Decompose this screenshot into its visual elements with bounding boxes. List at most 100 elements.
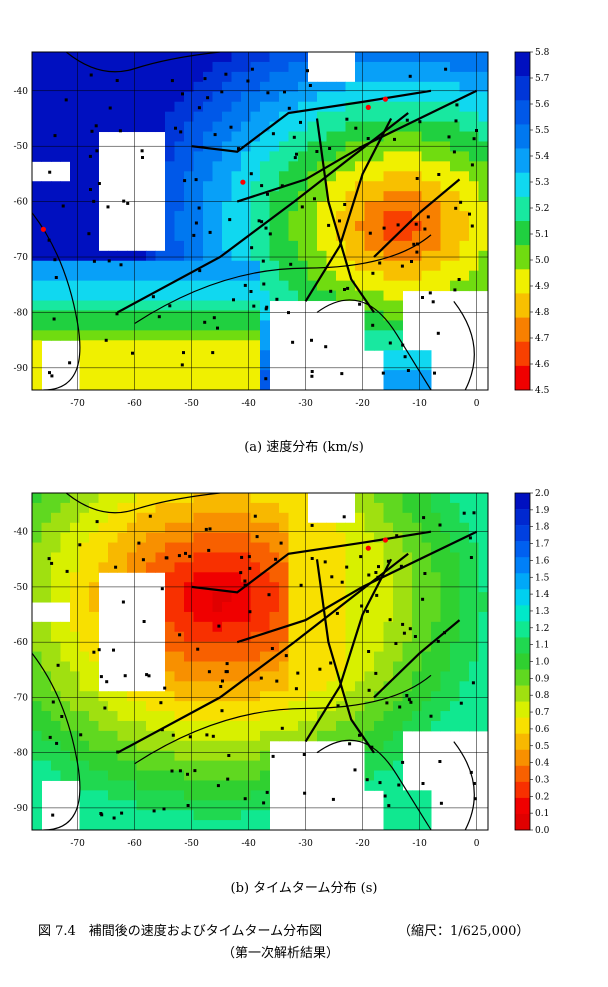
colorbar-swatch (515, 621, 530, 638)
station-point (121, 600, 125, 604)
station-point (54, 276, 58, 279)
colorbar-swatch (515, 637, 530, 654)
station-point (261, 259, 265, 263)
station-point (358, 733, 361, 737)
colorbar-tick-label: 0.6 (535, 725, 550, 735)
x-tick-label: -20 (355, 839, 370, 849)
station-point (385, 701, 389, 705)
station-point (243, 797, 247, 801)
colorbar-swatch (515, 669, 530, 686)
plot-area-b (32, 493, 488, 830)
colorbar-tick-label: 0.2 (535, 792, 549, 802)
station-point (115, 79, 119, 82)
station-point (338, 219, 341, 223)
station-point (160, 587, 164, 591)
y-tick-label: -90 (14, 804, 29, 814)
station-point (225, 662, 229, 666)
station-point (416, 242, 419, 246)
station-point (453, 288, 457, 292)
station-point (327, 223, 331, 227)
station-point (323, 560, 327, 564)
station-point (183, 179, 187, 183)
station-point (141, 156, 144, 159)
station-point (239, 571, 243, 575)
colorbar-swatch (515, 765, 530, 783)
station-point (250, 67, 254, 71)
station-point (180, 363, 184, 367)
station-point (197, 106, 201, 110)
station-point (104, 338, 108, 342)
plot-area-a (32, 52, 488, 390)
station-point (345, 117, 349, 121)
station-point (162, 807, 166, 811)
station-point (221, 679, 224, 683)
station-point (88, 154, 92, 158)
station-point (247, 555, 251, 559)
station-point (151, 295, 155, 299)
station-point (397, 783, 401, 787)
station-point (147, 674, 151, 678)
station-point (264, 307, 268, 311)
plot-frame (31, 492, 489, 831)
station-point (415, 250, 419, 254)
station-point (126, 201, 130, 205)
colorbar-tick-label: 5.6 (535, 100, 550, 110)
station-point (207, 548, 211, 552)
map-layer (32, 52, 488, 390)
station-point (193, 769, 197, 773)
station-point (346, 286, 350, 290)
station-point (211, 351, 215, 355)
station-point (410, 260, 413, 263)
station-point (280, 184, 284, 188)
colorbar-swatch (515, 293, 530, 318)
station-point (413, 635, 417, 638)
caption-b: (b) タイムターム分布 (s) (230, 881, 378, 896)
station-point (142, 620, 146, 623)
figure-caption-scale: （縮尺：1/625,000） (398, 924, 530, 939)
colorbar-tick-label: 0.0 (535, 826, 550, 836)
caption-a: (a) 速度分布 (km/s) (244, 440, 364, 455)
station-point (87, 232, 91, 236)
station-point (243, 283, 247, 287)
station-point (232, 298, 235, 302)
station-point (396, 223, 400, 227)
station-point (112, 648, 115, 652)
station-point (340, 372, 344, 376)
station-point (217, 624, 221, 628)
station-point (103, 706, 107, 710)
colorbar-tick-label: 1.9 (535, 506, 550, 516)
station-point (60, 715, 64, 718)
station-point (429, 714, 433, 718)
colorbar-swatch (515, 52, 530, 77)
station-point (279, 541, 283, 545)
colorbar-swatch (515, 749, 530, 767)
station-point (203, 77, 207, 81)
station-point (365, 609, 369, 613)
station-point (374, 671, 378, 675)
station-point (472, 782, 476, 785)
station-point (204, 527, 208, 531)
colorbar-swatch (515, 148, 530, 174)
station-point (324, 345, 328, 349)
station-point (264, 377, 268, 381)
station-point (381, 371, 385, 375)
station-point (141, 558, 145, 562)
colorbar-swatch (515, 733, 530, 751)
colorbar-swatch (515, 557, 530, 574)
station-point (438, 523, 442, 527)
colorbar-swatch (515, 701, 530, 718)
station-point (119, 263, 123, 267)
station-point (208, 527, 212, 531)
station-point (52, 317, 56, 321)
colorbar-swatch (515, 781, 530, 799)
station-point (387, 804, 391, 808)
station-point (268, 232, 272, 236)
station-point (383, 794, 387, 798)
station-point (48, 170, 52, 174)
station-point (399, 564, 403, 568)
station-point (405, 694, 409, 697)
station-point (182, 351, 185, 355)
y-tick-label: -60 (14, 638, 29, 648)
station-point (459, 200, 463, 204)
colorbar-swatch (515, 509, 530, 526)
